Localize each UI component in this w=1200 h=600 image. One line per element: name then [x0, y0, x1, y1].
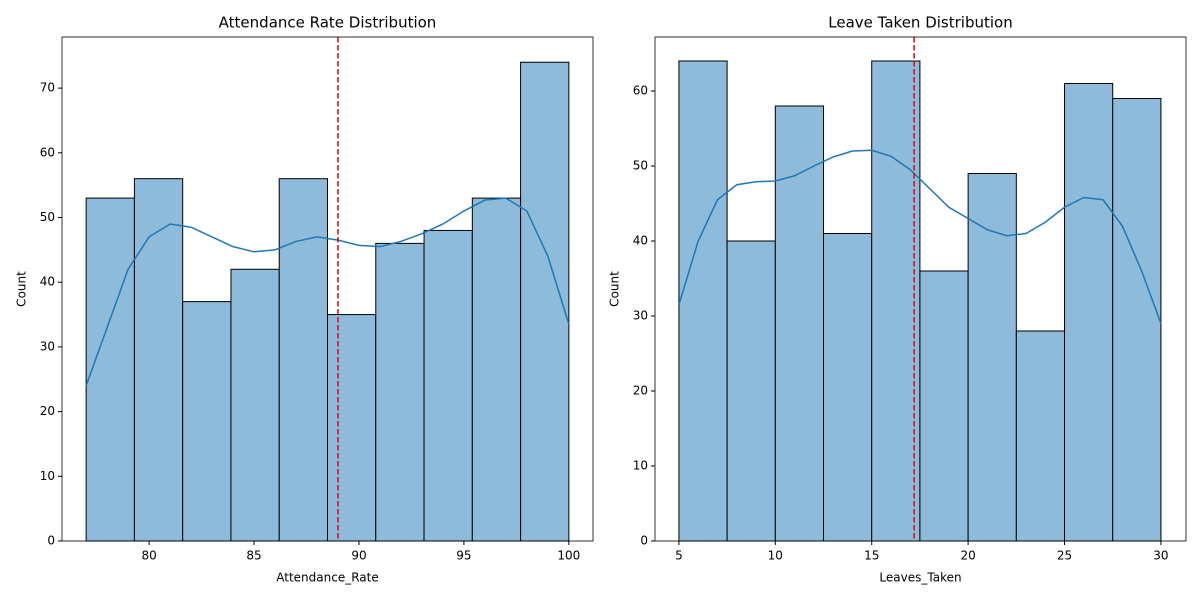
bar: [182, 301, 232, 542]
axes-frame: [61, 36, 594, 542]
bar: [1064, 83, 1114, 542]
y-tick-label: 40: [40, 275, 55, 289]
bar: [133, 178, 184, 542]
bar: [85, 197, 135, 542]
y-tick-label: 0: [640, 534, 648, 548]
kde-line: [678, 149, 1162, 324]
bar: [520, 61, 570, 542]
x-tick-label: 10: [768, 549, 783, 563]
bar: [1015, 330, 1066, 542]
bar: [327, 314, 377, 542]
x-tick-label: 30: [1153, 549, 1168, 563]
bar: [278, 178, 328, 542]
x-tick-label: 85: [246, 549, 261, 563]
bar: [230, 268, 280, 542]
y-tick-label: 50: [633, 159, 648, 173]
y-tick-label: 70: [40, 81, 55, 95]
bar: [967, 173, 1017, 542]
bar: [919, 270, 969, 542]
kde-line: [85, 197, 570, 386]
axes-frame: [654, 36, 1187, 542]
chart-title: Attendance Rate Distribution: [219, 14, 437, 32]
y-tick-label: 10: [633, 459, 648, 473]
x-tick-label: 95: [456, 549, 471, 563]
bar: [375, 242, 425, 542]
x-axis-label: Attendance_Rate: [276, 571, 378, 585]
x-tick-label: 25: [1057, 549, 1072, 563]
bar: [1112, 98, 1162, 542]
bar: [823, 233, 873, 542]
y-tick-label: 40: [633, 234, 648, 248]
bar: [471, 197, 522, 542]
bar: [726, 240, 776, 542]
y-axis-label: Count: [15, 271, 29, 307]
bar: [871, 60, 921, 542]
bar: [774, 105, 825, 542]
y-axis-label: Count: [608, 271, 622, 307]
y-tick-label: 20: [40, 404, 55, 418]
chart-title: Leave Taken Distribution: [828, 14, 1012, 32]
x-tick-label: 20: [960, 549, 975, 563]
x-tick-label: 15: [864, 549, 879, 563]
y-tick-label: 10: [40, 469, 55, 483]
x-tick-label: 90: [351, 549, 366, 563]
y-tick-label: 30: [40, 339, 55, 353]
bar: [423, 229, 473, 542]
x-tick-label: 80: [141, 549, 156, 563]
y-tick-label: 60: [40, 145, 55, 159]
y-tick-label: 50: [40, 210, 55, 224]
x-axis-label: Leaves_Taken: [879, 571, 961, 585]
x-tick-label: 5: [675, 549, 683, 563]
y-tick-label: 30: [633, 309, 648, 323]
x-tick-label: 100: [557, 549, 580, 563]
bar: [678, 60, 728, 542]
y-tick-label: 20: [633, 384, 648, 398]
y-tick-label: 60: [633, 84, 648, 98]
y-tick-label: 0: [47, 534, 55, 548]
